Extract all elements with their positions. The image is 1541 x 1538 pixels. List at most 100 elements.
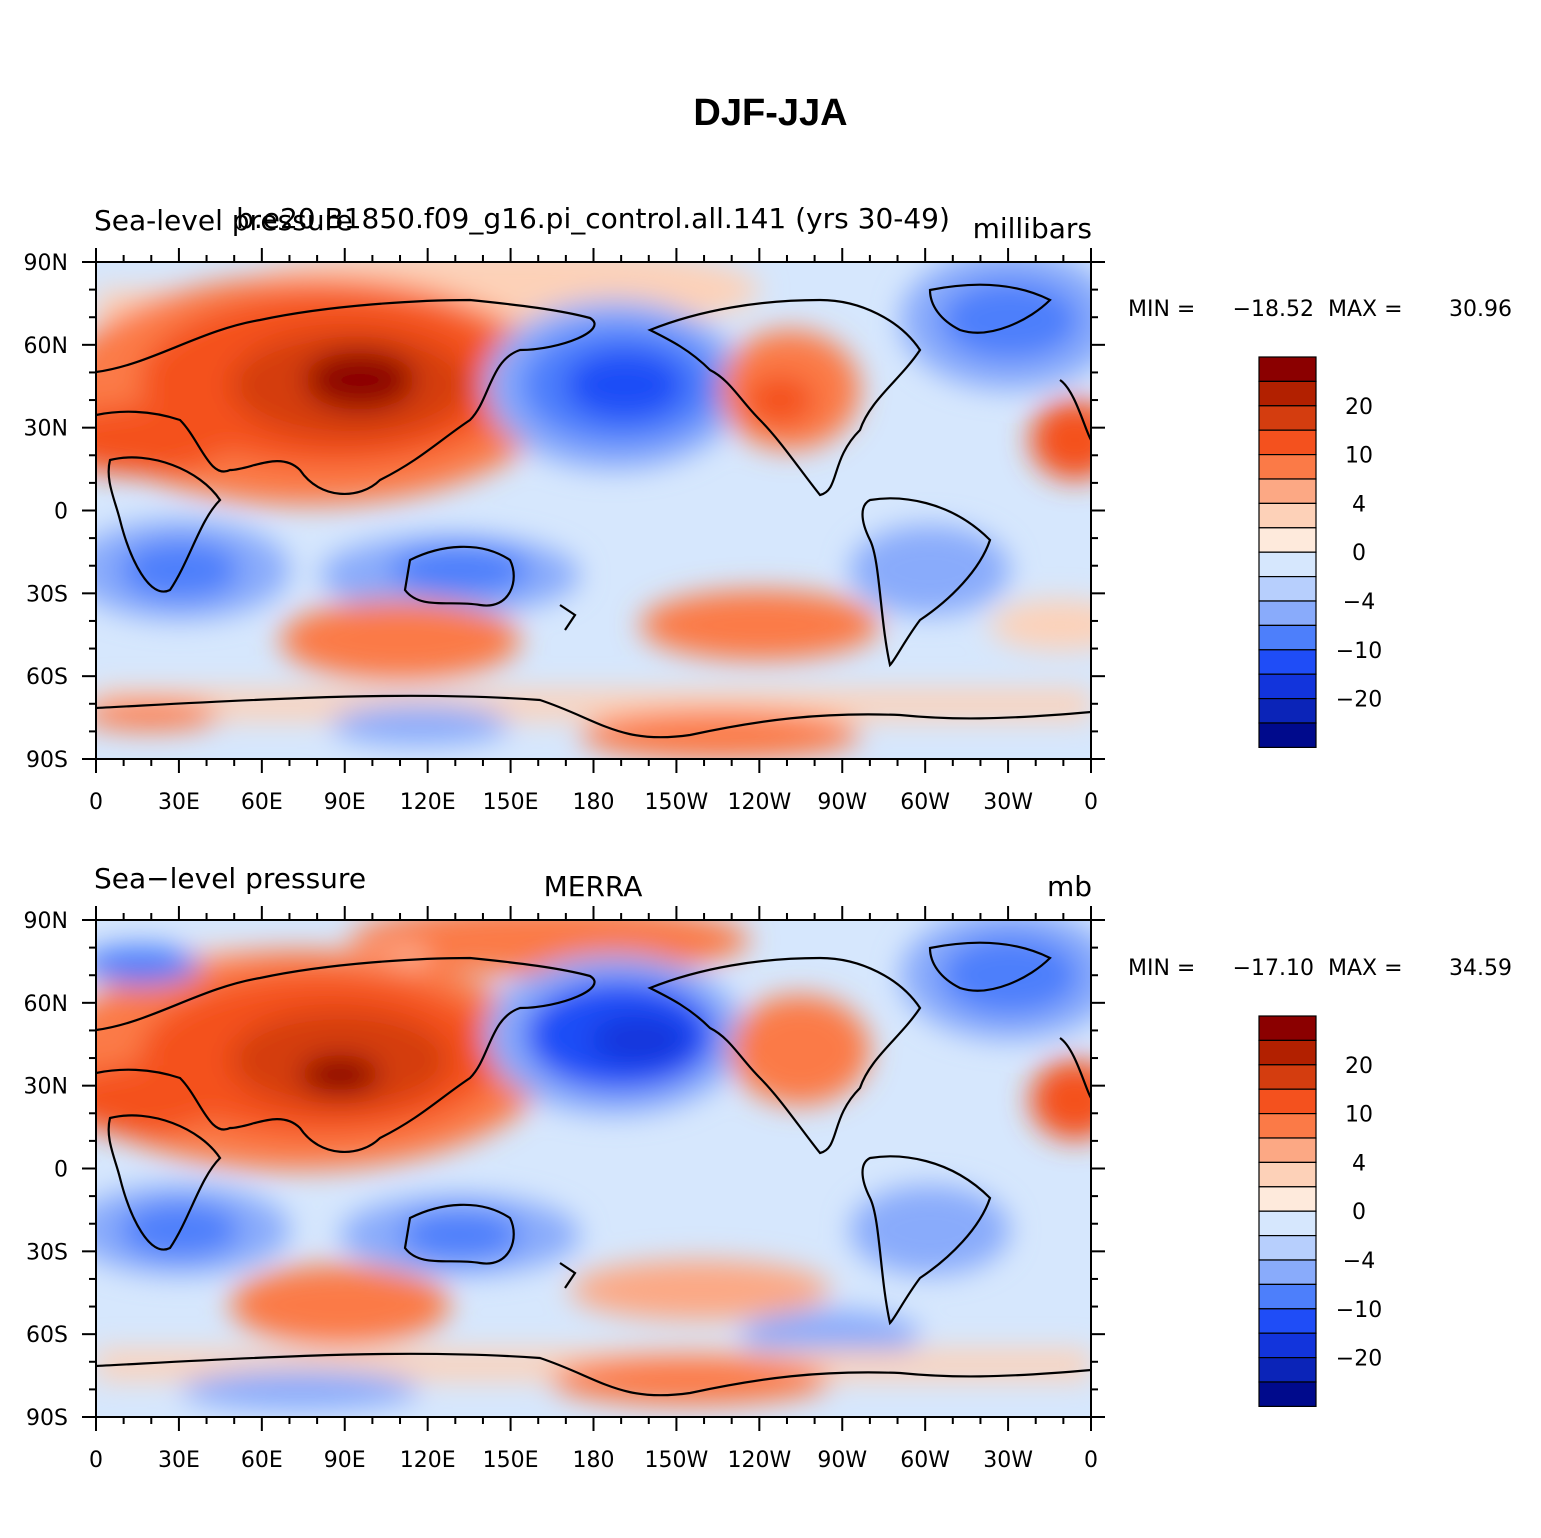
lon-tick-label: 60E (241, 1448, 283, 1473)
colorbar-label: 10 (1345, 1103, 1373, 1128)
colorbar-swatch (1258, 575, 1317, 602)
lon-tick-label: 0 (89, 790, 103, 815)
lat-tick-label: 60N (24, 334, 68, 359)
lon-tick-label: 180 (573, 1448, 615, 1473)
panel-1-right-title: millibars (973, 212, 1092, 245)
lon-tick-label: 90E (324, 790, 366, 815)
panel-2-lon-labels: 0 30E 60E 90E 120E 150E 180 150W 120W 90W 60W 30W 0 (89, 1448, 1098, 1473)
colorbar-label: −20 (1336, 1347, 1382, 1372)
lon-tick-label: 150W (645, 1448, 709, 1473)
colorbar-label: 0 (1352, 1200, 1366, 1225)
panel-2-min-value: −17.10 (1233, 956, 1314, 981)
colorbar-swatch (1258, 1259, 1317, 1285)
colorbar-swatch (1258, 1381, 1317, 1407)
lat-tick-label: 30N (24, 1075, 68, 1100)
panel-1-coastlines (96, 283, 1091, 739)
panel-2-right-title: mb (1047, 870, 1092, 903)
colorbar-swatch (1258, 1088, 1317, 1115)
colorbar-swatch (1258, 380, 1317, 407)
panel-1-colorbar: 20 10 4 0 −4 −10 −20 (1258, 356, 1382, 748)
panel-2-field-map (96, 920, 1091, 1417)
lon-tick-label: 30E (158, 790, 200, 815)
colorbar-label: 20 (1345, 395, 1373, 420)
panel-2-min-label: MIN = (1128, 956, 1195, 981)
colorbar-swatch (1258, 502, 1317, 529)
lon-tick-label: 120W (727, 1448, 791, 1473)
colorbar-label: 4 (1352, 1151, 1366, 1176)
panel-2-coastlines (96, 941, 1091, 1397)
lon-tick-label: 60W (900, 1448, 950, 1473)
colorbar-label: 10 (1345, 444, 1373, 469)
lon-tick-label: 0 (89, 1448, 103, 1473)
colorbar-label: 20 (1345, 1054, 1373, 1079)
panel-1-field-map (96, 262, 1091, 759)
lat-tick-label: 0 (54, 1158, 68, 1183)
panel-1-left-title: Sea-level pressure (94, 204, 353, 237)
panel-2-left-title: Sea−level pressure (94, 862, 366, 895)
lon-tick-label: 90W (817, 1448, 867, 1473)
colorbar-swatch (1258, 356, 1317, 382)
panel-2-lat-labels: 90N 60N 30N 0 30S 60S 90S (24, 909, 68, 1431)
colorbar-label: −4 (1343, 1249, 1375, 1274)
colorbar-label: −4 (1343, 590, 1375, 615)
lat-tick-label: 30S (26, 582, 68, 607)
lon-tick-label: 30E (158, 1448, 200, 1473)
panel-2: Sea−level pressure MERRA mb (24, 862, 1512, 1473)
lon-tick-label: 0 (1084, 1448, 1098, 1473)
lon-tick-label: 30W (983, 1448, 1033, 1473)
colorbar-label: 4 (1352, 492, 1366, 517)
panel-1-max-value: 30.96 (1449, 297, 1512, 322)
colorbar-swatch (1258, 1161, 1317, 1188)
panel-1-lon-labels: 0 30E 60E 90E 120E 150E 180 150W 120W 90W 60W 30W 0 (89, 790, 1098, 815)
colorbar-label: −10 (1336, 639, 1382, 664)
lat-tick-label: 90S (26, 748, 68, 773)
panel-2-colorbar: 20 10 4 0 −4 −10 −20 (1258, 1015, 1382, 1407)
lon-tick-label: 90E (324, 1448, 366, 1473)
colorbar-swatch (1258, 1210, 1317, 1237)
colorbar-swatch (1258, 1186, 1317, 1212)
colorbar-swatch (1258, 551, 1317, 578)
lat-tick-label: 60S (26, 1323, 68, 1348)
colorbar-swatch (1258, 1039, 1317, 1066)
lon-tick-label: 150E (483, 790, 539, 815)
panel-1-center-title: b.e20.B1850.f09_g16.pi_control.all.141 (… (236, 202, 950, 235)
colorbar-swatch (1258, 429, 1317, 456)
lon-tick-label: 0 (1084, 790, 1098, 815)
panel-1-max-label: MAX = (1328, 297, 1403, 322)
colorbar-swatch (1258, 697, 1317, 724)
colorbar-swatch (1258, 454, 1317, 480)
panel-2-max-label: MAX = (1328, 956, 1403, 981)
lat-tick-label: 90N (24, 909, 68, 934)
lon-tick-label: 180 (573, 790, 615, 815)
colorbar-swatch (1258, 1332, 1317, 1359)
lon-tick-label: 120E (400, 1448, 456, 1473)
panel-2-ticks (82, 906, 1105, 1431)
lon-tick-label: 90W (817, 790, 867, 815)
colorbar-swatch (1258, 1356, 1317, 1383)
colorbar-swatch (1258, 478, 1317, 504)
lon-tick-label: 150E (483, 1448, 539, 1473)
panel-1-lat-labels: 90N 60N 30N 0 30S 60S 90S (24, 251, 68, 773)
colorbar-label: 0 (1352, 541, 1366, 566)
colorbar-label: −20 (1336, 688, 1382, 713)
lat-tick-label: 60N (24, 992, 68, 1017)
lat-tick-label: 30S (26, 1240, 68, 1265)
lat-tick-label: 60S (26, 665, 68, 690)
lon-tick-label: 120W (727, 790, 791, 815)
lat-tick-label: 90S (26, 1406, 68, 1431)
lat-tick-label: 90N (24, 251, 68, 276)
lon-tick-label: 120E (400, 790, 456, 815)
colorbar-swatch (1258, 405, 1317, 431)
colorbar-swatch (1258, 1234, 1317, 1261)
panel-2-center-title: MERRA (544, 870, 643, 903)
colorbar-swatch (1258, 722, 1317, 748)
colorbar-swatch (1258, 1064, 1317, 1090)
colorbar-swatch (1258, 1112, 1317, 1139)
figure-title: DJF-JJA (693, 92, 848, 134)
panel-1-ticks (82, 248, 1105, 773)
lon-tick-label: 60E (241, 790, 283, 815)
panel-2-max-value: 34.59 (1449, 956, 1512, 981)
colorbar-swatch (1258, 649, 1317, 675)
lon-tick-label: 30W (983, 790, 1033, 815)
